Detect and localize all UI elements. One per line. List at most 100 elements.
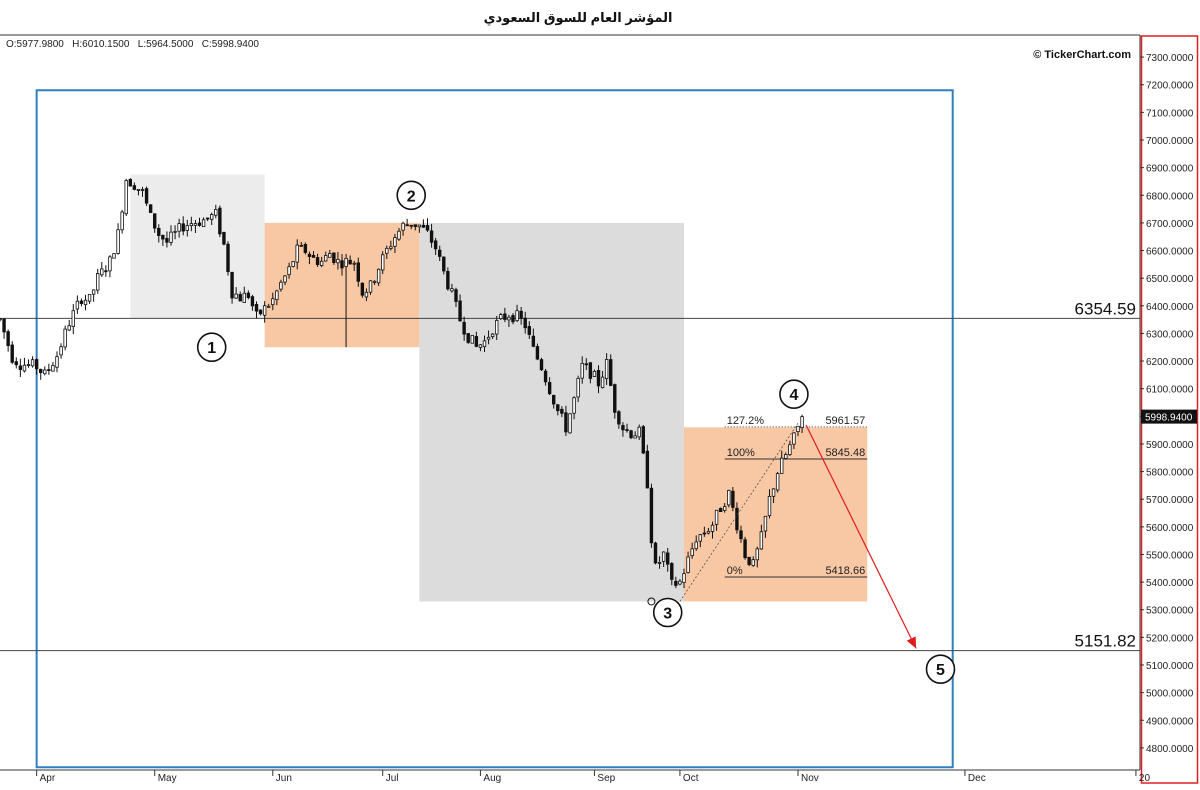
candle-down [625, 429, 629, 431]
y-tick-label: 7100.0000 [1146, 108, 1194, 119]
candle-up [490, 333, 495, 337]
candle-up [26, 364, 31, 366]
fib-pct-label: 127.2% [727, 415, 765, 427]
candle-up [751, 559, 755, 566]
y-tick-label: 5900.0000 [1146, 440, 1194, 451]
candle-up [796, 425, 800, 432]
candle-up [295, 244, 299, 263]
candle-up [727, 490, 731, 506]
last-price-label: 5998.9400 [1145, 413, 1193, 424]
candle-up [657, 562, 662, 564]
candle-down [315, 257, 320, 265]
candle-down [674, 580, 678, 586]
wave-label-text: 1 [207, 340, 216, 357]
y-tick-label: 6400.0000 [1146, 302, 1194, 313]
candle-up [116, 229, 120, 254]
fib-value-label: 5845.48 [825, 447, 865, 459]
candle-up [385, 247, 389, 254]
candle-down [560, 408, 564, 414]
candle-up [767, 495, 772, 517]
y-tick-label: 6800.0000 [1146, 191, 1194, 202]
candle-down [731, 490, 735, 508]
candle-down [348, 259, 352, 265]
candle-up [140, 189, 145, 191]
candle-down [613, 384, 617, 413]
candle-down [425, 225, 430, 231]
candle-up [83, 299, 88, 306]
y-tick-label: 5800.0000 [1146, 468, 1194, 479]
candle-down [617, 411, 621, 425]
candle-down [531, 335, 536, 347]
candle-up [136, 189, 141, 191]
candle-up [100, 268, 104, 276]
x-tick-label: Oct [683, 773, 699, 784]
candle-up [185, 225, 189, 231]
candle-down [609, 359, 613, 386]
candle-up [91, 289, 96, 295]
candle-down [543, 370, 548, 383]
y-tick-label: 5400.0000 [1146, 578, 1194, 589]
candle-down [641, 426, 645, 454]
candle-down [246, 292, 251, 298]
y-tick-label: 5100.0000 [1146, 661, 1194, 672]
y-axis-panel[interactable] [1140, 35, 1199, 784]
candle-up [714, 509, 719, 525]
candle-down [474, 336, 479, 347]
candle-up [763, 515, 768, 532]
candle-down [153, 213, 157, 229]
candle-down [2, 318, 6, 333]
candle-down [413, 224, 417, 227]
projection-arrow [805, 424, 917, 649]
candle-down [39, 368, 43, 374]
x-tick-label: Aug [483, 773, 501, 784]
y-tick-label: 5300.0000 [1146, 606, 1194, 617]
candle-down [743, 539, 747, 559]
candle-down [161, 234, 165, 240]
candle-down [433, 240, 438, 250]
candle-up [262, 305, 267, 316]
candle-down [645, 450, 650, 489]
candle-down [458, 300, 462, 322]
y-tick-label: 5000.0000 [1146, 689, 1194, 700]
candle-up [515, 310, 519, 321]
candle-up [576, 378, 580, 398]
candle-up [324, 254, 328, 262]
candle-down [307, 253, 312, 257]
candle-down [360, 282, 365, 296]
candle-up [30, 359, 35, 367]
y-tick-label: 7300.0000 [1146, 53, 1194, 64]
wave-label-text: 4 [789, 387, 798, 404]
candle-down [670, 563, 674, 580]
fibonacci-layer: 127.2% 5961.57 100% 5845.48 0% 5418.66 [724, 415, 868, 578]
candle-down [197, 222, 202, 226]
candle-down [564, 412, 568, 433]
zone-gray-1 [130, 174, 265, 319]
candle-up [376, 268, 381, 284]
candle-down [747, 556, 751, 565]
candle-up [96, 273, 100, 291]
y-tick-label: 6200.0000 [1146, 357, 1194, 368]
candle-down [735, 507, 739, 531]
arrow-layer [679, 423, 917, 649]
candle-up [417, 224, 422, 228]
candle-up [328, 253, 332, 258]
candle-up [291, 261, 295, 267]
x-tick-label: Dec [968, 773, 986, 784]
candle-up [759, 531, 764, 550]
candle-down [226, 243, 230, 273]
candle-down [511, 315, 515, 323]
candle-down [539, 359, 544, 371]
wave-label-circle [196, 332, 227, 363]
y-tick-label: 5200.0000 [1146, 633, 1194, 644]
candle-down [556, 404, 560, 412]
y-tick-label: 6300.0000 [1146, 329, 1194, 340]
candle-down [739, 530, 743, 540]
candle-up [580, 362, 584, 379]
candle-down [653, 542, 658, 564]
candle-down [356, 262, 360, 282]
candle-down [18, 365, 23, 370]
candle-up [55, 356, 59, 368]
candle-down [303, 243, 308, 253]
candle-down [340, 260, 344, 269]
